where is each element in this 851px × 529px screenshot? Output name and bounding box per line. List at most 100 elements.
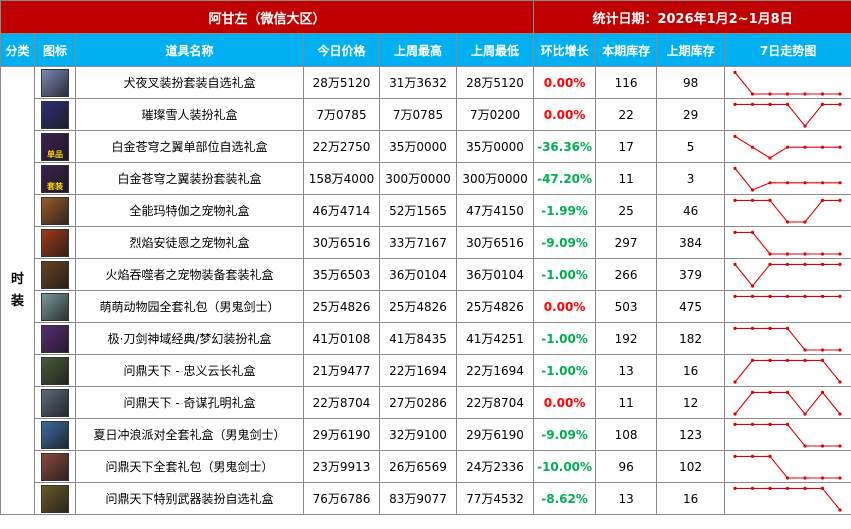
previous-stock: 3	[656, 162, 726, 195]
trend-point	[820, 198, 825, 202]
table-row[interactable]: 萌萌动物园全套礼包（男鬼剑士） 25万4826 25万4826 25万4826 0.00…	[1, 290, 851, 323]
trend-point	[733, 198, 737, 202]
table-row[interactable]: 问鼎天下全套礼包（男鬼剑士） 23万9913 26万6569 24万2336 -10.0…	[1, 450, 851, 483]
trend-point	[785, 486, 790, 490]
price-table: 阿甘左（微信大区） 统计日期：2026年1月2~1月8日 分类 图标 道具名称 …	[0, 0, 851, 515]
table-row[interactable]: 极·刀剑神域经典/梦幻装扮礼盒 41万0108 41万8435 41万4251 -1.0…	[1, 322, 851, 355]
today-price: 29万6190	[303, 418, 380, 451]
tianxia-weapon-box-icon	[41, 484, 69, 513]
previous-stock: 46	[656, 194, 726, 227]
trend-sparkline	[733, 326, 842, 352]
trend-line	[735, 487, 841, 511]
trend-point	[803, 412, 807, 416]
table-row[interactable]: 套装 白金苍穹之翼装扮套装礼盒 158万4000 300万0000 300万0000 -4…	[1, 162, 851, 195]
blade-classic-box-icon	[41, 324, 69, 353]
table-row[interactable]: 烈焰安徒恩之宠物礼盒 30万6516 33万7167 30万6516 -9.09% 297…	[1, 226, 851, 259]
current-stock: 22	[595, 98, 658, 131]
trend-point	[768, 422, 772, 426]
current-stock: 11	[595, 162, 658, 195]
table-row[interactable]: 璀璨雪人装扮礼盒 7万0785 7万0785 7万0200 0.00% 22 29	[1, 98, 851, 131]
table-row[interactable]: 单品 白金苍穹之翼单部位自选礼盒 22万2750 35万0000 35万0000 -36.…	[1, 130, 851, 163]
trend-point	[768, 198, 772, 202]
current-stock: 503	[595, 290, 658, 323]
change-percent: -10.00%	[533, 450, 597, 483]
previous-stock: 5	[656, 130, 726, 163]
trend-point	[768, 252, 772, 256]
change-percent: 0.00%	[533, 290, 597, 323]
trend-point	[768, 326, 772, 330]
header-trend: 7日走势图	[724, 33, 851, 67]
trend-cell	[724, 98, 851, 131]
last-week-high: 52万1565	[379, 194, 457, 227]
trend-point	[785, 294, 790, 298]
last-week-high: 35万0000	[379, 130, 457, 163]
last-week-low: 29万6190	[455, 418, 535, 451]
trend-sparkline	[733, 166, 842, 192]
previous-stock: 475	[656, 290, 726, 323]
report-date-range: 统计日期：2026年1月2~1月8日	[533, 0, 851, 34]
trend-point	[750, 454, 755, 458]
header-row: 分类 图标 道具名称 今日价格 上周最高 上周最低 环比增长 本期库存 上期库存…	[0, 33, 851, 67]
trend-point	[733, 486, 737, 490]
last-week-high: 83万9077	[379, 482, 457, 515]
trend-point	[768, 181, 772, 185]
trend-line	[734, 168, 841, 191]
trend-point	[803, 252, 807, 256]
trend-sparkline	[733, 454, 842, 480]
trend-point	[750, 230, 755, 234]
icon-cell	[34, 386, 76, 419]
trend-cell	[724, 130, 851, 163]
current-stock: 297	[595, 226, 658, 259]
category-label-char: 装	[10, 293, 24, 309]
table-row[interactable]: 问鼎天下 - 忠义云长礼盒 21万9477 22万1694 22万1694 -1.00%…	[1, 354, 851, 387]
trend-point	[803, 444, 807, 448]
trend-sparkline	[733, 486, 842, 512]
icon-cell	[34, 98, 76, 131]
trend-point	[785, 358, 790, 362]
header-last-week-high: 上周最高	[379, 33, 457, 67]
header-last-week-low: 上周最低	[455, 33, 535, 67]
trend-sparkline	[733, 358, 842, 384]
trend-sparkline	[733, 422, 842, 448]
trend-point	[785, 476, 790, 480]
today-price: 22万8704	[303, 386, 380, 419]
inuyasha-portrait-icon	[41, 68, 69, 97]
trend-line	[735, 199, 841, 223]
last-week-low: 300万0000	[455, 162, 535, 195]
snowman-box-icon	[41, 100, 69, 129]
table-row[interactable]: 全能玛特伽之宠物礼盒 46万4714 52万1565 47万4150 -1.99% 25 4…	[1, 194, 851, 227]
trend-point	[768, 358, 772, 362]
last-week-low: 22万8704	[455, 386, 535, 419]
trend-point	[820, 92, 825, 96]
trend-line	[735, 231, 841, 255]
table-row[interactable]: 火焰吞噬者之宠物装备套装礼盒 35万6503 36万0104 36万0104 -1.00…	[1, 258, 851, 291]
trend-point	[733, 230, 737, 234]
trend-point	[768, 102, 772, 106]
trend-point	[785, 252, 790, 256]
table-row[interactable]: 夏日冲浪派对全套礼盒（男鬼剑士） 29万6190 32万9100 29万6190 -9.…	[1, 418, 851, 451]
table-row[interactable]: 时装犬夜叉装扮套装自选礼盒 28万5120 31万3632 28万5120 0.00% 1…	[0, 66, 851, 515]
previous-stock: 16	[656, 354, 726, 387]
trend-point	[785, 145, 790, 149]
icon-cell	[34, 226, 76, 259]
trend-point	[838, 145, 842, 149]
item-name: 全能玛特伽之宠物礼盒	[75, 194, 304, 227]
change-percent: -1.00%	[533, 354, 597, 387]
current-stock: 11	[595, 386, 658, 419]
trend-cell	[724, 354, 851, 387]
table-row[interactable]: 问鼎天下 - 奇谋孔明礼盒 22万8704 27万0286 22万8704 0.00% 1…	[1, 386, 851, 419]
animal-park-box-icon	[41, 292, 69, 321]
previous-stock: 123	[656, 418, 726, 451]
icon-cell	[34, 482, 76, 515]
trend-point	[750, 486, 755, 490]
trend-point	[750, 390, 755, 394]
last-week-high: 26万6569	[379, 450, 457, 483]
trend-point	[768, 92, 772, 96]
trend-point	[838, 102, 842, 106]
trend-point	[820, 444, 825, 448]
today-price: 23万9913	[303, 450, 380, 483]
trend-point	[785, 422, 790, 426]
trend-point	[733, 294, 737, 298]
trend-sparkline	[733, 102, 842, 128]
table-row[interactable]: 问鼎天下特别武器装扮自选礼盒 76万6786 83万9077 77万4532 -8.62…	[1, 482, 851, 515]
